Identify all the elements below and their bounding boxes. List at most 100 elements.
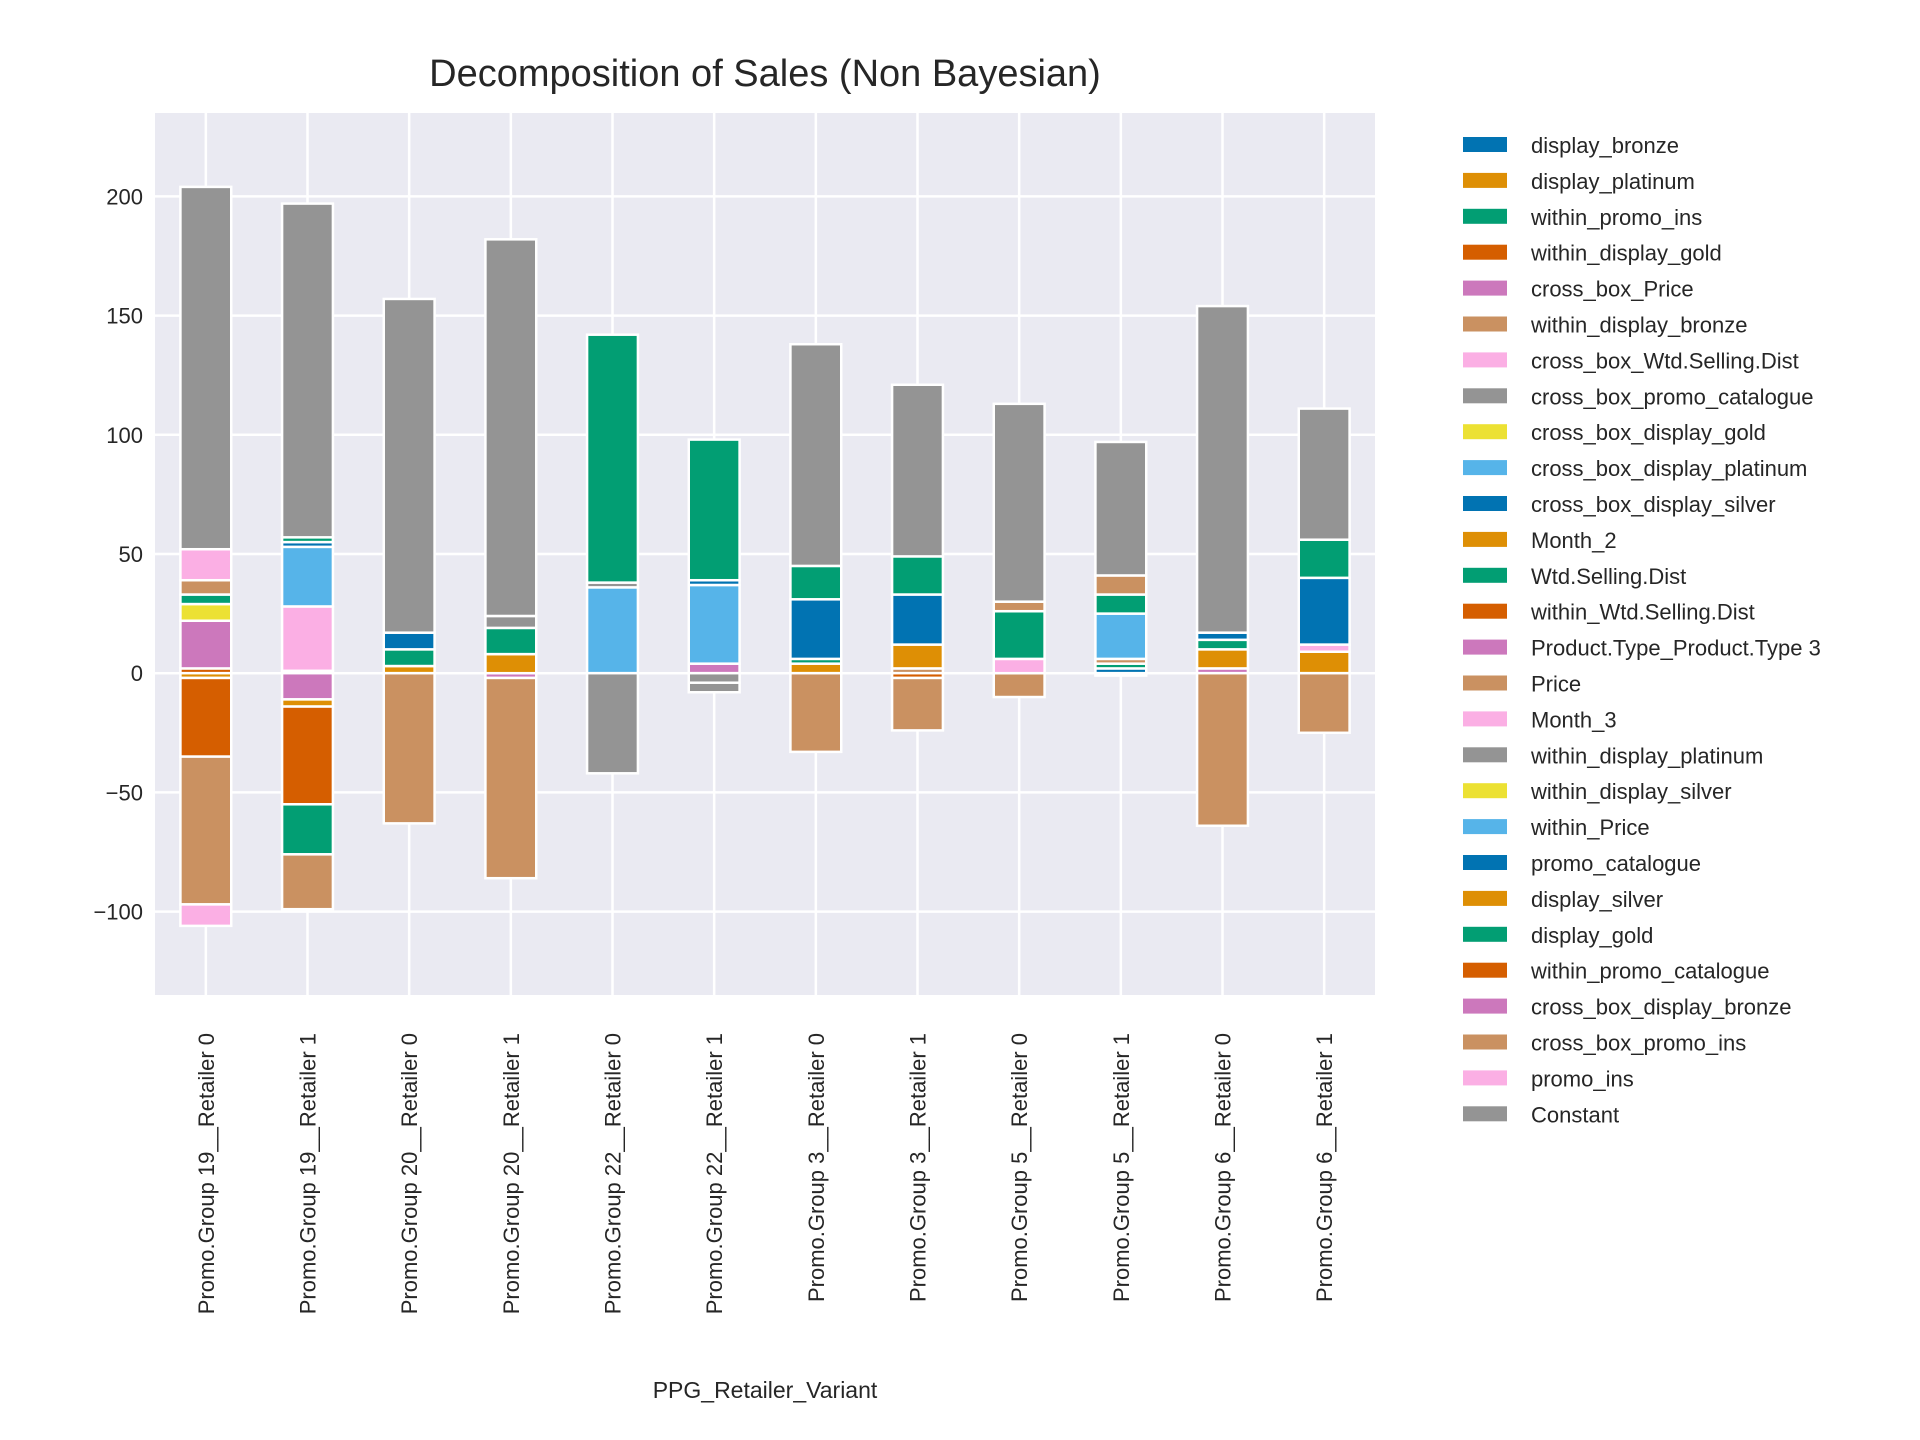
bar-segment bbox=[585, 671, 640, 775]
legend-label: Product.Type_Product.Type 3 bbox=[1531, 636, 1821, 661]
legend-swatch bbox=[1463, 424, 1507, 440]
legend-swatch bbox=[1463, 819, 1507, 835]
x-tick-label: Promo.Group 19__Retailer 1 bbox=[296, 1033, 321, 1314]
legend-label: cross_box_promo_catalogue bbox=[1531, 384, 1814, 409]
bar-segment bbox=[484, 614, 538, 630]
bar-segment bbox=[992, 671, 1046, 699]
bar-segment bbox=[179, 578, 233, 596]
legend-swatch bbox=[1463, 783, 1507, 799]
legend-label: cross_box_Price bbox=[1531, 277, 1694, 302]
legend-label: display_bronze bbox=[1531, 133, 1679, 158]
bar-segment bbox=[992, 402, 1046, 603]
bars bbox=[179, 185, 1351, 928]
legend-label: within_display_gold bbox=[1530, 241, 1722, 266]
bar-segment bbox=[1297, 650, 1351, 675]
bar-segment bbox=[890, 643, 945, 670]
bar-segment bbox=[1297, 538, 1351, 580]
bar-segment bbox=[1094, 574, 1148, 596]
bar-segment bbox=[890, 383, 945, 558]
legend-label: promo_ins bbox=[1531, 1066, 1634, 1091]
y-tick-label: −100 bbox=[93, 900, 143, 925]
bar-segment bbox=[890, 676, 945, 732]
x-tick-label: Promo.Group 5__Retailer 0 bbox=[1007, 1033, 1032, 1302]
legend-label: cross_box_display_platinum bbox=[1531, 456, 1807, 481]
bar-segment bbox=[484, 676, 538, 880]
bar-segment bbox=[382, 671, 436, 825]
bar-segment bbox=[484, 626, 538, 656]
bar-segment bbox=[890, 555, 945, 596]
legend-label: display_silver bbox=[1531, 887, 1663, 912]
legend-swatch bbox=[1463, 639, 1507, 655]
x-tick-label: Promo.Group 22__Retailer 0 bbox=[601, 1033, 626, 1314]
legend-label: Month_3 bbox=[1531, 707, 1617, 732]
bar-segment bbox=[484, 652, 538, 675]
legend-swatch bbox=[1463, 675, 1507, 691]
x-tick-label: Promo.Group 20__Retailer 0 bbox=[397, 1033, 422, 1314]
bar-segment bbox=[179, 593, 233, 606]
bar-segment bbox=[179, 755, 233, 906]
x-tick-label: Promo.Group 19__Retailer 0 bbox=[194, 1033, 219, 1314]
x-tick-label: Promo.Group 22__Retailer 1 bbox=[702, 1033, 727, 1314]
bar-segment bbox=[992, 657, 1046, 675]
legend-swatch bbox=[1463, 711, 1507, 727]
bar-segment bbox=[992, 600, 1046, 613]
legend-label: cross_box_display_silver bbox=[1531, 492, 1776, 517]
bar-segment bbox=[1195, 304, 1250, 634]
legend-swatch bbox=[1463, 1034, 1507, 1050]
bar-segment bbox=[789, 598, 843, 661]
legend-swatch bbox=[1463, 747, 1507, 763]
bar-segment bbox=[280, 671, 335, 701]
legend-label: cross_box_display_gold bbox=[1531, 420, 1766, 445]
bar-segment bbox=[382, 648, 436, 668]
bar-segment bbox=[280, 605, 335, 673]
bar-segment bbox=[585, 586, 640, 675]
bar-segment bbox=[179, 547, 233, 582]
legend: display_bronze display_platinum within_pro… bbox=[1463, 133, 1821, 1127]
bar-segment bbox=[789, 564, 843, 601]
legend-swatch bbox=[1463, 962, 1507, 978]
x-tick-label: Promo.Group 6__Retailer 0 bbox=[1211, 1033, 1236, 1302]
bar-segment bbox=[789, 342, 843, 568]
legend-label: within_display_bronze bbox=[1530, 313, 1747, 338]
x-tick-label: Promo.Group 5__Retailer 1 bbox=[1109, 1033, 1134, 1302]
bar-segment bbox=[1094, 593, 1148, 615]
bar-segment bbox=[789, 662, 843, 675]
legend-label: display_gold bbox=[1531, 923, 1653, 948]
x-tick-labels: Promo.Group 19__Retailer 0 Promo.Group 19… bbox=[194, 1033, 1337, 1314]
legend-swatch bbox=[1463, 316, 1507, 332]
bar-segment bbox=[687, 681, 741, 694]
bar-segment bbox=[280, 853, 335, 911]
legend-label: within_Wtd.Selling.Dist bbox=[1530, 600, 1755, 625]
x-tick-label: Promo.Group 6__Retailer 1 bbox=[1312, 1033, 1337, 1302]
bar-segment bbox=[1195, 648, 1250, 670]
bar-segment bbox=[484, 238, 538, 618]
y-tick-label: 100 bbox=[106, 423, 143, 448]
legend-swatch bbox=[1463, 1070, 1507, 1086]
legend-swatch bbox=[1463, 998, 1507, 1014]
legend-label: Wtd.Selling.Dist bbox=[1531, 564, 1686, 589]
y-tick-label: 200 bbox=[106, 184, 143, 209]
legend-swatch bbox=[1463, 1106, 1507, 1122]
bar-segment bbox=[1195, 671, 1250, 828]
bar-segment bbox=[179, 602, 233, 622]
bar-segment bbox=[789, 671, 843, 754]
legend-label: cross_box_promo_ins bbox=[1531, 1031, 1746, 1056]
legend-label: Month_2 bbox=[1531, 528, 1617, 553]
legend-swatch bbox=[1463, 352, 1507, 368]
x-axis-label: PPG_Retailer_Variant bbox=[653, 1377, 878, 1403]
bar-segment bbox=[179, 903, 233, 928]
bar-segment bbox=[1297, 576, 1351, 646]
bar-segment bbox=[179, 619, 233, 670]
y-tick-label: 50 bbox=[119, 542, 143, 567]
legend-swatch bbox=[1463, 603, 1507, 619]
x-tick-label: Promo.Group 3__Retailer 1 bbox=[906, 1033, 931, 1302]
bar-segment bbox=[1297, 407, 1351, 541]
y-tick-label: 150 bbox=[106, 304, 143, 329]
bar-segment bbox=[382, 297, 436, 634]
bar-segment bbox=[1297, 671, 1351, 735]
bar-segment bbox=[1094, 612, 1148, 661]
y-tick-label: −50 bbox=[106, 780, 143, 805]
legend-swatch bbox=[1463, 531, 1507, 547]
